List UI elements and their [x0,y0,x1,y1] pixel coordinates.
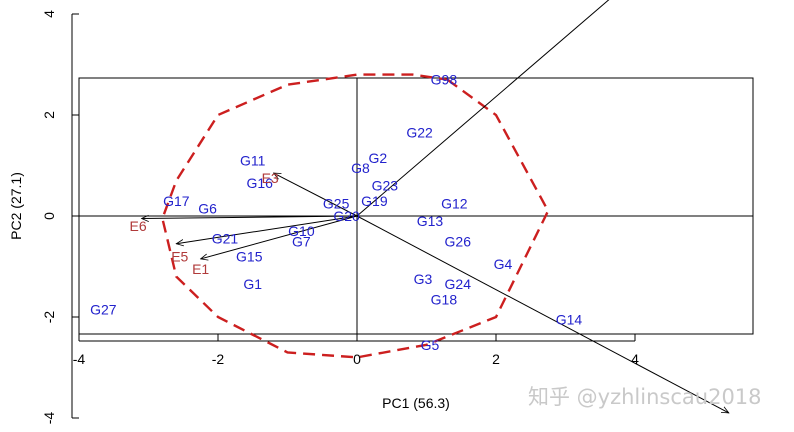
watermark-text: 知乎 @yzhlinscau2018 [528,385,762,409]
environment-vector-e6 [142,216,358,219]
y-tick-label: -4 [41,412,57,425]
genotype-label-g19: G19 [361,193,388,209]
genotype-label-g98: G98 [431,72,458,88]
x-tick-label: 4 [631,351,639,367]
environment-vector-e2 [356,0,610,217]
x-axis-label: PC1 (56.3) [382,395,450,411]
environment-vector-e3 [274,173,358,217]
genotype-label-g6: G6 [198,200,217,216]
y-axis-label: PC2 (27.1) [8,172,24,240]
genotype-label-g26: G26 [445,233,472,249]
genotype-label-g11: G11 [240,152,266,168]
environment-label-e3: E3 [262,170,279,186]
environment-label-e1: E1 [192,261,209,277]
plot-frame [78,77,754,335]
genotype-label-g25: G25 [323,195,350,211]
environment-vector-e1 [201,215,358,259]
genotype-label-g24: G24 [445,276,472,292]
genotype-label-g16: G16 [246,175,273,191]
environment-label-e6: E6 [130,218,147,234]
genotype-label-g14: G14 [556,312,583,328]
genotype-label-g27: G27 [90,301,117,317]
genotype-label-g10: G10 [288,223,315,239]
environment-label-e5: E5 [171,248,188,264]
genotype-label-g23: G23 [372,178,399,194]
genotype-label-g18: G18 [431,291,458,307]
genotype-label-g22: G22 [406,125,433,141]
genotype-label-g4: G4 [494,256,513,272]
genotype-label-g5: G5 [421,337,440,353]
y-tick-label: 2 [41,111,57,119]
y-tick-label: 0 [41,212,57,220]
environment-vector-e4 [356,215,729,413]
genotype-label-g8: G8 [351,160,370,176]
environment-vector-e5 [176,215,358,244]
genotype-label-g21: G21 [212,231,239,247]
y-tick-label: 4 [41,10,57,18]
x-tick-label: 0 [353,351,361,367]
x-tick-label: -4 [73,351,86,367]
genotype-label-g17: G17 [163,193,190,209]
x-tick-label: -2 [212,351,225,367]
genotype-label-g15: G15 [236,248,263,264]
genotype-label-g1: G1 [243,276,262,292]
y-tick-label: -2 [41,311,57,324]
genotype-label-g3: G3 [414,271,433,287]
genotype-label-g20: G20 [333,208,360,224]
environment-label-e4: E4 [703,430,720,432]
genotype-label-g2: G2 [369,150,388,166]
genotype-label-g7: G7 [292,233,311,249]
genotype-label-g12: G12 [441,195,468,211]
convex-hull-polygon [161,73,550,359]
genotype-label-g13: G13 [417,213,444,229]
x-tick-label: 2 [492,351,500,367]
